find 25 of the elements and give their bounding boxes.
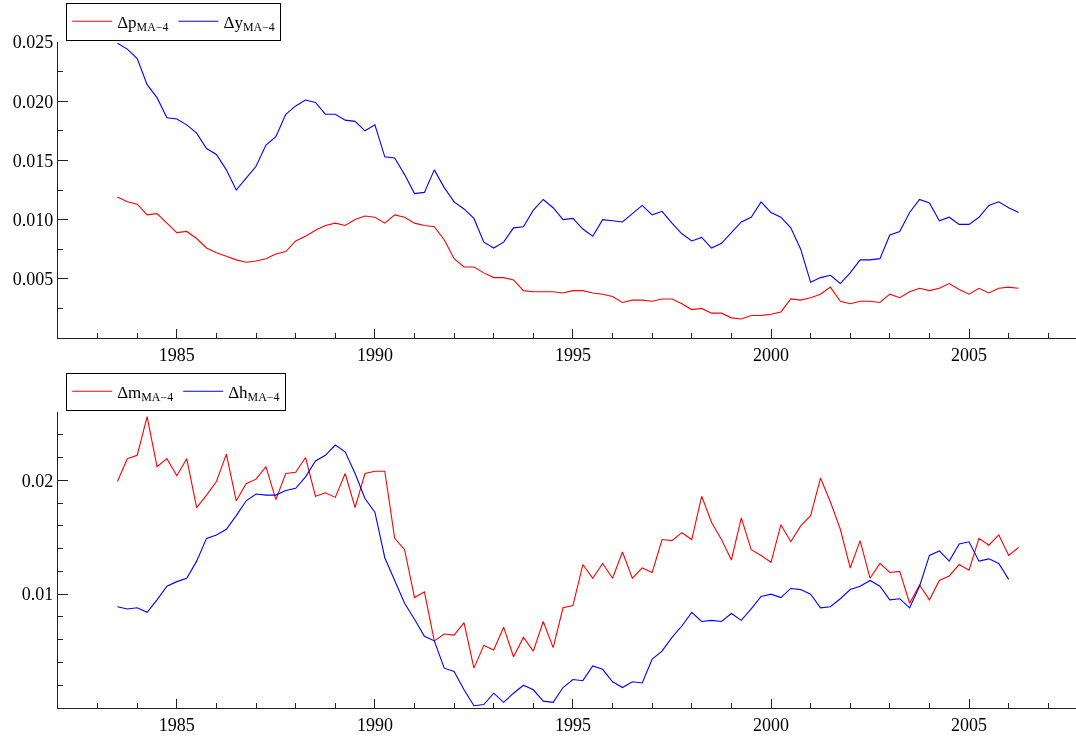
y-tick-label: 0.020 (12, 91, 54, 112)
y-tick-label: 0.005 (12, 269, 54, 290)
y-tick-label: 0.01 (21, 584, 54, 605)
x-tick-label: 2005 (951, 714, 988, 735)
x-tick-label: 1985 (158, 344, 195, 365)
x-tick-label: 1990 (356, 344, 393, 365)
legend-label: Δy$_{MA−4}$ (223, 12, 275, 35)
y-tick-label: 0.010 (12, 209, 54, 230)
line-series (116, 444, 1010, 707)
y-tick-label: 0.02 (21, 470, 54, 491)
line-series (116, 196, 1020, 320)
x-tick-label: 2000 (753, 344, 789, 365)
x-tick-label: 1995 (554, 344, 591, 365)
line-series (116, 416, 1020, 669)
legend-label: Δp$_{MA−4}$ (117, 12, 169, 35)
x-tick-label: 1990 (356, 714, 393, 735)
x-tick-label: 1985 (158, 714, 195, 735)
x-tick-label: 2005 (951, 344, 988, 365)
line-series (116, 42, 1020, 285)
y-tick-label: 0.015 (12, 150, 54, 171)
x-tick-label: 1995 (554, 714, 591, 735)
x-tick-label: 2000 (753, 714, 789, 735)
y-tick-label: 0.025 (12, 32, 54, 53)
legend-label: Δh$_{MA−4}$ (228, 382, 280, 405)
legend-label: Δm$_{MA−4}$ (117, 382, 174, 405)
